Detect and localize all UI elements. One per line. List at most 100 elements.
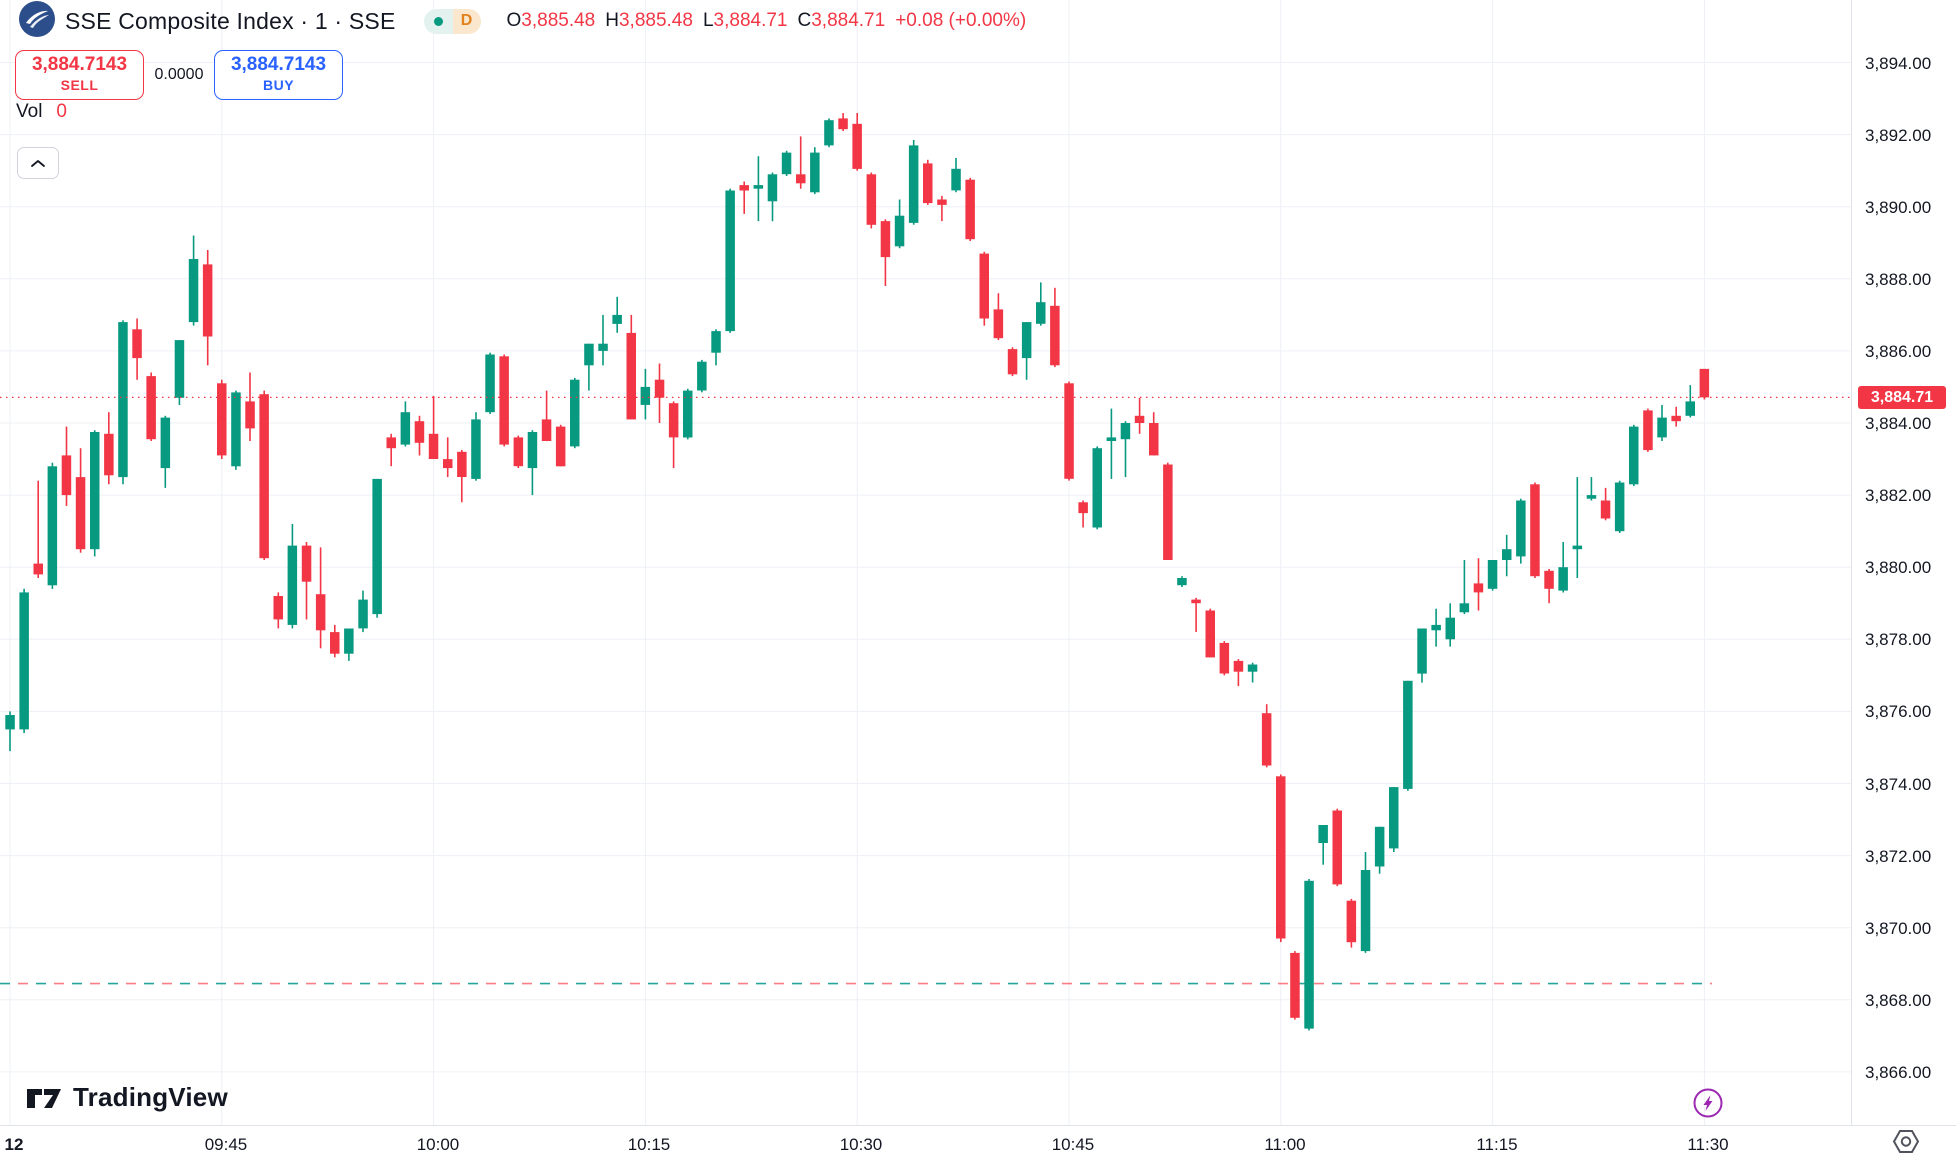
candle[interactable] <box>1304 879 1314 1031</box>
candle[interactable] <box>1657 405 1667 441</box>
candle[interactable] <box>202 250 213 366</box>
candle[interactable] <box>527 430 538 496</box>
candle[interactable] <box>160 415 171 488</box>
candle[interactable] <box>979 251 990 326</box>
candle[interactable] <box>1007 347 1018 377</box>
candle[interactable] <box>118 320 128 485</box>
candle[interactable] <box>61 426 72 506</box>
candle[interactable] <box>880 219 891 286</box>
candle[interactable] <box>584 343 594 391</box>
candle[interactable] <box>499 354 509 447</box>
candle[interactable] <box>1431 608 1441 647</box>
candle[interactable] <box>1106 408 1117 479</box>
candle[interactable] <box>1643 408 1653 452</box>
candle[interactable] <box>104 412 114 485</box>
candle[interactable] <box>1516 498 1526 564</box>
candle[interactable] <box>570 377 580 449</box>
candle[interactable] <box>90 430 100 557</box>
candle[interactable] <box>1332 808 1343 887</box>
candle[interactable] <box>711 329 721 366</box>
candle[interactable] <box>810 147 820 195</box>
sse-symbol-logo-icon[interactable] <box>18 0 56 38</box>
candle[interactable] <box>457 450 467 503</box>
candle[interactable] <box>1530 482 1540 579</box>
candle[interactable] <box>796 136 806 189</box>
candle[interactable] <box>838 113 848 131</box>
candle[interactable] <box>1120 421 1131 478</box>
candle[interactable] <box>866 172 877 229</box>
candle[interactable] <box>1219 641 1230 676</box>
candle[interactable] <box>146 372 156 442</box>
candle[interactable] <box>908 140 919 225</box>
candle[interactable] <box>1586 477 1597 501</box>
chart-canvas[interactable] <box>0 0 1851 1125</box>
candle[interactable] <box>993 293 1004 341</box>
candle[interactable] <box>1558 542 1568 593</box>
candle[interactable] <box>1036 282 1046 326</box>
buy-button[interactable]: 3,884.7143 BUY <box>214 50 343 100</box>
candle[interactable] <box>132 318 142 380</box>
candle[interactable] <box>217 379 227 459</box>
candle[interactable] <box>1502 534 1512 577</box>
candle[interactable] <box>428 396 439 460</box>
candle[interactable] <box>753 156 764 222</box>
candle[interactable] <box>1261 704 1272 768</box>
candle[interactable] <box>555 424 566 467</box>
interval-badge[interactable]: D <box>423 8 481 34</box>
candle[interactable] <box>5 711 15 752</box>
candle[interactable] <box>188 235 199 326</box>
candle[interactable] <box>1572 477 1583 578</box>
candle[interactable] <box>1205 608 1216 658</box>
candle[interactable] <box>1163 462 1173 560</box>
candle[interactable] <box>1629 424 1639 487</box>
candle[interactable] <box>443 437 453 478</box>
octagon-eye-icon[interactable] <box>1891 1128 1921 1155</box>
candle[interactable] <box>1346 898 1357 948</box>
candle[interactable] <box>1389 787 1399 852</box>
candle[interactable] <box>1487 560 1498 591</box>
lightning-bolt-button[interactable] <box>1692 1087 1724 1119</box>
candle[interactable] <box>1699 368 1710 400</box>
time-axis[interactable]: 12 09:45 10:00 10:15 10:30 10:45 11:00 11:15 11:… <box>0 1125 1956 1167</box>
candle[interactable] <box>33 480 44 578</box>
candle[interactable] <box>1403 680 1413 791</box>
candle[interactable] <box>273 592 284 629</box>
candle[interactable] <box>1134 397 1145 434</box>
candle[interactable] <box>231 390 241 470</box>
candle[interactable] <box>598 314 608 366</box>
candle[interactable] <box>767 172 778 222</box>
candle[interactable] <box>626 314 637 420</box>
candle[interactable] <box>330 624 340 658</box>
candle[interactable] <box>1233 659 1244 687</box>
candle[interactable] <box>47 462 58 589</box>
candle[interactable] <box>1417 628 1427 683</box>
candle[interactable] <box>485 352 495 414</box>
candle[interactable] <box>965 177 975 241</box>
candle[interactable] <box>951 158 961 193</box>
candle[interactable] <box>358 590 368 633</box>
candlestick-chart[interactable] <box>0 0 1851 1125</box>
candle[interactable] <box>1191 597 1201 632</box>
collapse-panel-button[interactable] <box>17 147 59 179</box>
candle[interactable] <box>1021 322 1032 380</box>
candle[interactable] <box>400 401 411 447</box>
candle[interactable] <box>923 159 933 205</box>
candle[interactable] <box>1544 569 1554 604</box>
candle[interactable] <box>75 448 86 553</box>
candle[interactable] <box>894 199 905 249</box>
candle[interactable] <box>781 150 792 176</box>
candle[interactable] <box>640 368 651 420</box>
candle[interactable] <box>725 188 735 333</box>
candle[interactable] <box>1149 412 1159 456</box>
candle[interactable] <box>174 340 185 405</box>
candle[interactable] <box>301 542 312 620</box>
candle[interactable] <box>372 478 382 618</box>
symbol-title[interactable]: SSE Composite Index · 1 · SSE <box>65 7 396 34</box>
candle[interactable] <box>1247 662 1258 683</box>
candle[interactable] <box>1671 406 1681 427</box>
candle[interactable] <box>344 628 354 661</box>
candle[interactable] <box>19 588 29 733</box>
candle[interactable] <box>1374 826 1385 874</box>
candle[interactable] <box>245 372 255 442</box>
candle[interactable] <box>1614 480 1625 533</box>
